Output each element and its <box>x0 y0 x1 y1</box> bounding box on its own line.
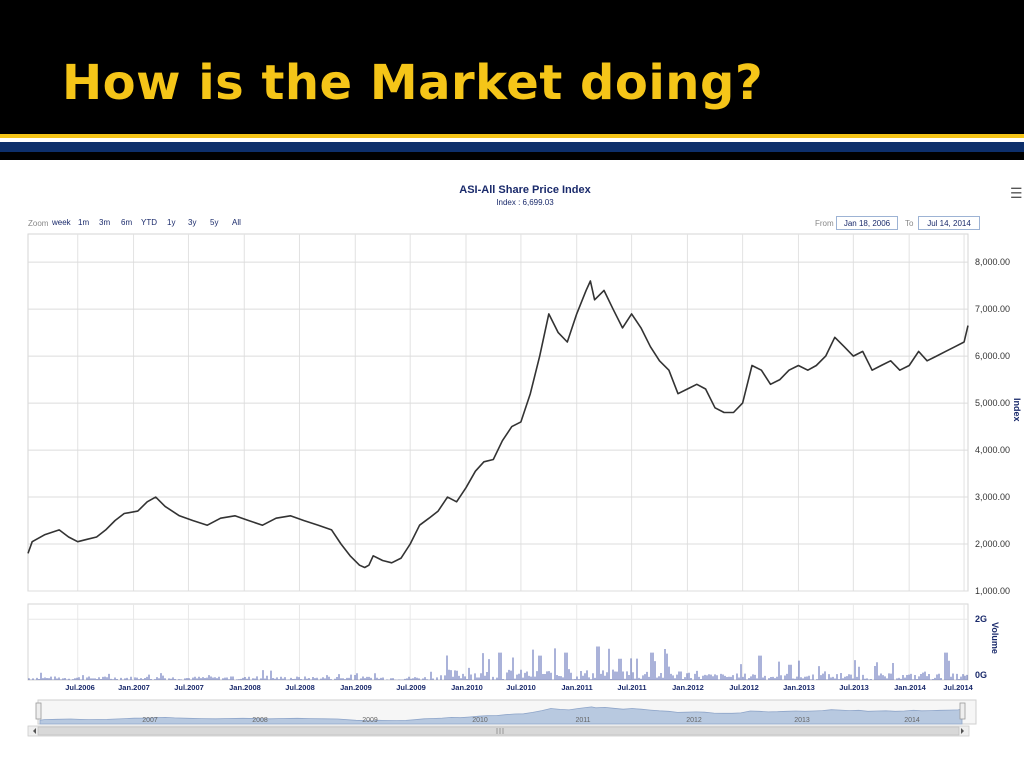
navigator-tick-label: 2012 <box>686 717 702 724</box>
x-tick-label: Jul.2007 <box>174 683 204 692</box>
plot-frame <box>27 233 969 592</box>
navigator-area <box>39 706 963 725</box>
x-tick-label: Jan.2009 <box>340 683 372 692</box>
y-tick-label: 3,000.00 <box>975 492 1010 502</box>
navigator-tick-label: 2009 <box>362 717 378 724</box>
black-band <box>0 152 1024 160</box>
x-tick-label: Jan.2007 <box>118 683 150 692</box>
y-tick-label: 2,000.00 <box>975 539 1010 549</box>
y-tick-label: 1,000.00 <box>975 586 1010 596</box>
zoom-label: Zoom <box>28 219 49 228</box>
scrollbar-thumb[interactable] <box>37 726 960 736</box>
navigator-tick-label: 2008 <box>252 717 268 724</box>
zoom-button-all[interactable]: All <box>232 218 241 227</box>
zoom-button-1y[interactable]: 1y <box>167 218 176 227</box>
slide-title: How is the Market doing? <box>62 55 764 111</box>
x-tick-label: Jul.2009 <box>396 683 426 692</box>
price-series-line <box>27 280 969 569</box>
x-tick-label: Jan.2013 <box>783 683 815 692</box>
navigator-handle-left[interactable] <box>35 702 42 720</box>
navigator-tick-label: 2010 <box>472 717 488 724</box>
x-tick-label: Jan.2008 <box>229 683 261 692</box>
zoom-button-ytd[interactable]: YTD <box>141 218 157 227</box>
x-tick-label: Jul.2014 <box>943 683 973 692</box>
zoom-button-week[interactable]: week <box>52 218 71 227</box>
slide-header <box>0 0 1024 134</box>
y-tick-label: 7,000.00 <box>975 304 1010 314</box>
from-date-input[interactable]: Jan 18, 2006 <box>836 216 898 230</box>
x-tick-label: Jul.2008 <box>285 683 315 692</box>
x-tick-label: Jan.2010 <box>451 683 483 692</box>
volume-axis-title: Volume <box>990 622 1000 654</box>
volume-tick-0g: 0G <box>975 670 987 680</box>
x-tick-label: Jul.2011 <box>617 683 646 692</box>
zoom-button-3y[interactable]: 3y <box>188 218 197 227</box>
hamburger-icon[interactable]: ☰ <box>1010 185 1023 201</box>
x-tick-label: Jan.2014 <box>894 683 927 692</box>
x-tick-label: Jul.2010 <box>506 683 536 692</box>
volume-frame <box>27 603 969 681</box>
navigator-tick-label: 2011 <box>575 717 590 724</box>
zoom-button-3m[interactable]: 3m <box>99 218 111 227</box>
volume-tick-2g: 2G <box>975 614 987 624</box>
x-tick-label: Jan.2011 <box>561 683 592 692</box>
x-tick-label: Jul.2012 <box>729 683 759 692</box>
x-tick-label: Jul.2013 <box>839 683 869 692</box>
x-tick-label: Jul.2006 <box>65 683 95 692</box>
zoom-button-1m[interactable]: 1m <box>78 218 90 227</box>
navigator-tick-label: 2013 <box>794 717 810 724</box>
y-tick-label: 4,000.00 <box>975 445 1010 455</box>
y-tick-label: 6,000.00 <box>975 351 1010 361</box>
x-tick-label: Jan.2012 <box>672 683 704 692</box>
y-axis-title: Index <box>1012 398 1022 422</box>
scroll-left-arrow-icon[interactable] <box>33 728 36 734</box>
zoom-button-6m[interactable]: 6m <box>121 218 133 227</box>
chart-title: ASI-All Share Price Index <box>459 184 591 196</box>
to-date-input[interactable]: Jul 14, 2014 <box>918 216 980 230</box>
navigator-tick-label: 2014 <box>904 717 920 724</box>
chart-subtitle: Index : 6,699.03 <box>496 198 554 207</box>
to-label: To <box>905 219 914 228</box>
white-band <box>0 138 1024 142</box>
scroll-right-arrow-icon[interactable] <box>961 728 964 734</box>
blue-band <box>0 142 1024 152</box>
from-label: From <box>815 219 834 228</box>
y-tick-label: 5,000.00 <box>975 398 1010 408</box>
navigator-tick-label: 2007 <box>142 717 158 724</box>
zoom-button-5y[interactable]: 5y <box>210 218 219 227</box>
y-tick-label: 8,000.00 <box>975 257 1010 267</box>
gold-band <box>0 134 1024 138</box>
navigator-handle-right[interactable] <box>959 702 966 720</box>
chart-panel <box>26 168 1024 748</box>
